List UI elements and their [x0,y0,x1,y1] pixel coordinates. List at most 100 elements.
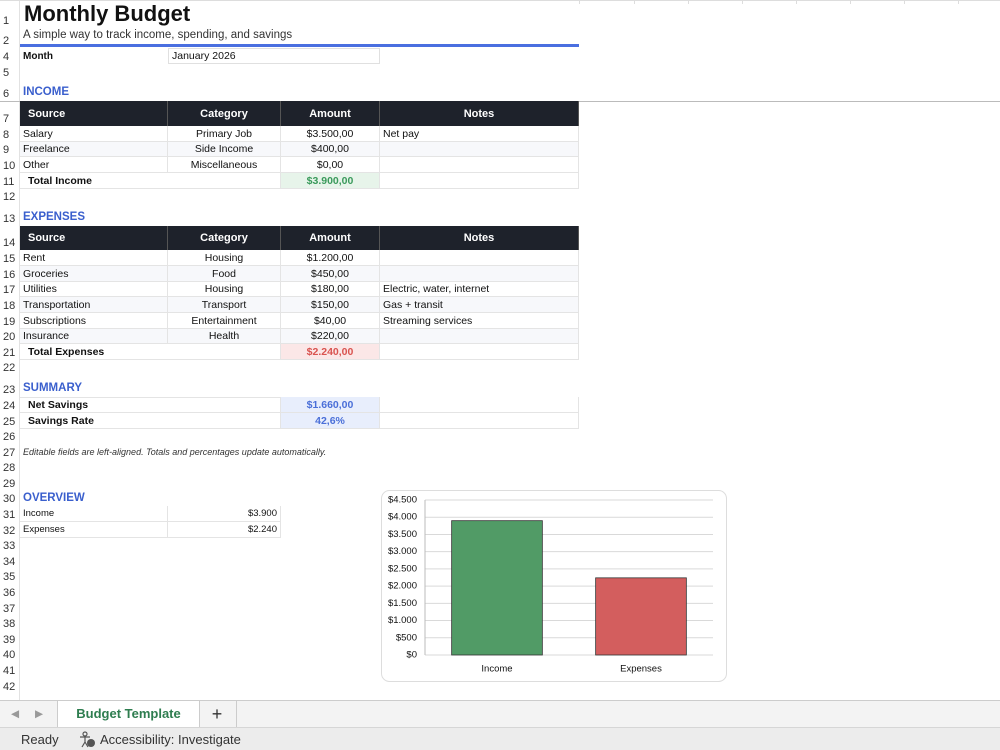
row-number: 2 [3,34,10,47]
total-value: $2.240,00 [281,344,380,360]
row-number: 27 [3,446,16,459]
table-cell: Subscriptions [20,313,168,329]
row-number: 14 [3,236,16,249]
column-header: Amount [281,226,380,250]
y-tick-label: $2.000 [388,581,417,592]
y-tick-label: $4.500 [388,495,417,506]
row-number: 19 [3,315,16,328]
y-tick-label: $0 [406,650,417,661]
row-number: 38 [3,618,16,631]
table-cell: $400,00 [281,142,380,157]
empty-cell [380,344,579,360]
column-header: Amount [281,101,380,126]
column-header: Source [20,226,168,250]
row-number: 25 [3,415,16,428]
y-tick-label: $1.000 [388,615,417,626]
table-cell: $40,00 [281,313,380,329]
row-number: 29 [3,477,16,490]
overview-value: $3.900 [168,506,281,522]
sheet: 1 2 4 5 6 7 8 9 10 11 12 13 14 15 16 17 18 19 20 21 22 23 24 25… [0,0,1000,700]
table-cell: $220,00 [281,329,380,344]
table-cell: Net pay [380,126,579,142]
row-number: 40 [3,649,16,662]
column-tick [958,0,959,4]
row-number: 33 [3,540,16,553]
y-tick-label: $2.500 [388,563,417,574]
column-tick [904,0,905,4]
table-cell: Miscellaneous [168,157,281,173]
title-underline [20,44,579,47]
empty-cell [380,413,579,429]
y-tick-label: $500 [396,632,417,643]
row-number: 35 [3,571,16,584]
column-header: Category [168,101,281,126]
status-accessibility[interactable]: Accessibility: Investigate [100,731,241,747]
row-number: 36 [3,586,16,599]
empty-cell [380,329,579,344]
y-tick-label: $4.000 [388,512,417,523]
column-tick [742,0,743,4]
row-number: 42 [3,680,16,693]
table-cell: Entertainment [168,313,281,329]
next-sheet[interactable]: ▶ [34,708,44,720]
column-tick [850,0,851,4]
table-cell: Freelance [20,142,168,157]
row-number: 8 [3,128,10,141]
row-header-border [19,0,20,700]
table-cell: $0,00 [281,157,380,173]
chart: $0 $500 $1.000 $1.500 $2.000 $2.500 $3.000 $3.5… [381,490,727,682]
table-cell: $1.200,00 [281,250,380,266]
column-tick [796,0,797,4]
column-tick [634,0,635,4]
column-header: Notes [380,101,579,126]
table-cell: $180,00 [281,282,380,297]
prev-sheet[interactable]: ◀ [10,708,20,720]
row-number: 24 [3,399,16,412]
table-cell: Housing [168,282,281,297]
section-heading: INCOME [23,86,69,98]
row-number: 7 [3,112,10,125]
row-number: 30 [3,492,16,505]
empty-cell [380,397,579,413]
section-heading: SUMMARY [23,382,82,394]
row-number: 16 [3,268,16,281]
sheet-note: Editable fields are left-aligned. Totals… [23,447,327,457]
sheet-subtitle: A simple way to track income, spending, … [23,29,293,41]
table-cell: Other [20,157,168,173]
row-number: 22 [3,361,16,374]
total-label: Total Expenses [20,344,281,360]
y-tick-label: $1.500 [388,598,417,609]
accessibility-icon [80,731,95,748]
row-number: 37 [3,602,16,615]
bar [595,577,687,656]
add-sheet[interactable]: + [211,703,223,724]
row-number: 18 [3,299,16,312]
y-tick-label: $3.000 [388,546,417,557]
row-number: 26 [3,430,16,443]
table-cell: Groceries [20,266,168,282]
tab-bar: ◀ ▶ Budget Template + [0,700,1000,727]
row-number: 32 [3,524,16,537]
status-ready: Ready [21,731,59,747]
month-label: Month [23,50,53,62]
table-cell: $150,00 [281,297,380,313]
table-cell: Rent [20,250,168,266]
column-tick [688,0,689,4]
row-number: 17 [3,283,16,296]
table-cell: Housing [168,250,281,266]
summary-value: 42,6% [281,413,380,429]
empty-cell [380,142,579,157]
total-value: $3.900,00 [281,173,380,189]
overview-label: Income [20,506,168,522]
row-number: 4 [3,50,10,63]
row-number: 6 [3,87,10,100]
table-cell: $3.500,00 [281,126,380,142]
empty-cell [380,250,579,266]
row-number: 12 [3,190,16,203]
section-heading: EXPENSES [23,211,85,223]
row-number: 39 [3,633,16,646]
sheet-tab[interactable]: Budget Template [57,701,200,727]
sheet-title: Monthly Budget [24,1,191,26]
table-cell: $450,00 [281,266,380,282]
